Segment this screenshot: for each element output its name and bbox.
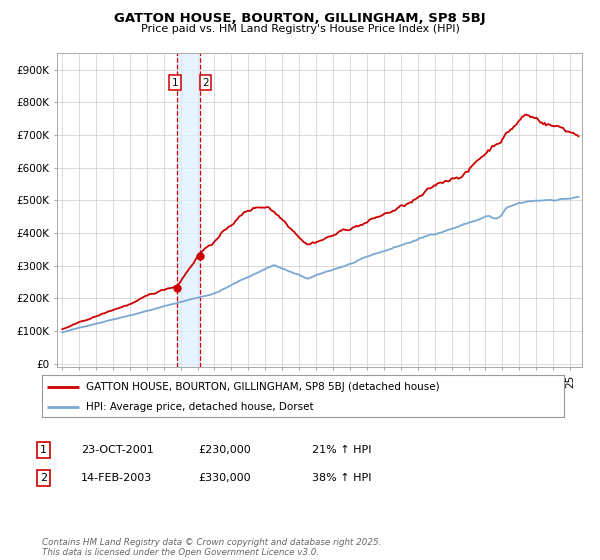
Text: 1: 1 bbox=[40, 445, 47, 455]
Bar bbox=[178, 53, 200, 367]
Text: GATTON HOUSE, BOURTON, GILLINGHAM, SP8 5BJ: GATTON HOUSE, BOURTON, GILLINGHAM, SP8 5… bbox=[114, 12, 486, 25]
Text: GATTON HOUSE, BOURTON, GILLINGHAM, SP8 5BJ (detached house): GATTON HOUSE, BOURTON, GILLINGHAM, SP8 5… bbox=[86, 382, 440, 392]
Text: 14-FEB-2003: 14-FEB-2003 bbox=[81, 473, 152, 483]
Text: £330,000: £330,000 bbox=[198, 473, 251, 483]
Text: 23-OCT-2001: 23-OCT-2001 bbox=[81, 445, 154, 455]
Text: HPI: Average price, detached house, Dorset: HPI: Average price, detached house, Dors… bbox=[86, 402, 314, 412]
Text: £230,000: £230,000 bbox=[198, 445, 251, 455]
Text: Price paid vs. HM Land Registry's House Price Index (HPI): Price paid vs. HM Land Registry's House … bbox=[140, 24, 460, 34]
Text: 2: 2 bbox=[40, 473, 47, 483]
Text: Contains HM Land Registry data © Crown copyright and database right 2025.
This d: Contains HM Land Registry data © Crown c… bbox=[42, 538, 382, 557]
Text: 21% ↑ HPI: 21% ↑ HPI bbox=[312, 445, 371, 455]
Text: 38% ↑ HPI: 38% ↑ HPI bbox=[312, 473, 371, 483]
Text: 2: 2 bbox=[202, 78, 209, 87]
Text: 1: 1 bbox=[172, 78, 178, 87]
